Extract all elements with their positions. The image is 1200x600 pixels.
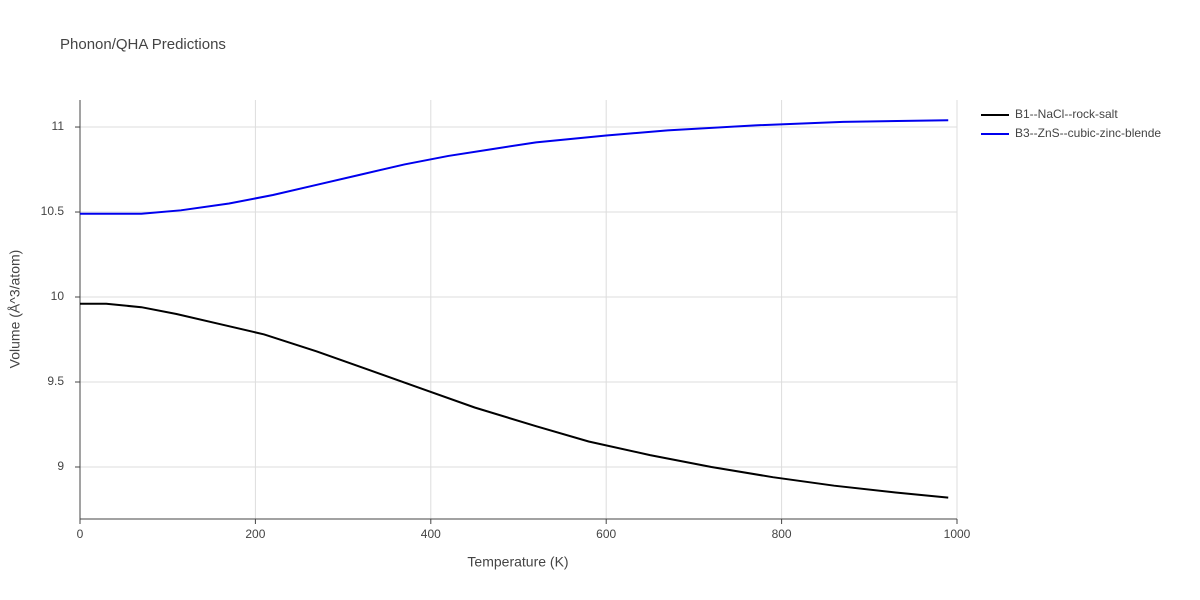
x-tick-label: 1000	[944, 527, 971, 541]
line-series	[80, 302, 949, 499]
y-tick-label: 9	[57, 459, 64, 473]
legend-label[interactable]: B1--NaCl--rock-salt	[1015, 107, 1118, 121]
x-tick-label: 0	[77, 527, 84, 541]
y-axis-label: Volume (Å^3/atom)	[7, 250, 23, 369]
x-tick-label: 400	[421, 527, 441, 541]
x-axis-label: Temperature (K)	[467, 554, 568, 570]
x-tick-label: 200	[245, 527, 265, 541]
legend-label[interactable]: B3--ZnS--cubic-zinc-blende	[1015, 126, 1161, 140]
chart-title: Phonon/QHA Predictions	[60, 36, 226, 53]
y-tick-label: 10	[51, 289, 65, 303]
y-tick-label: 9.5	[47, 374, 64, 388]
y-tick-label: 11	[52, 119, 65, 133]
x-tick-label: 800	[772, 527, 792, 541]
line-series	[80, 119, 949, 215]
y-tick-label: 10.5	[41, 204, 65, 218]
x-tick-label: 600	[596, 527, 616, 541]
